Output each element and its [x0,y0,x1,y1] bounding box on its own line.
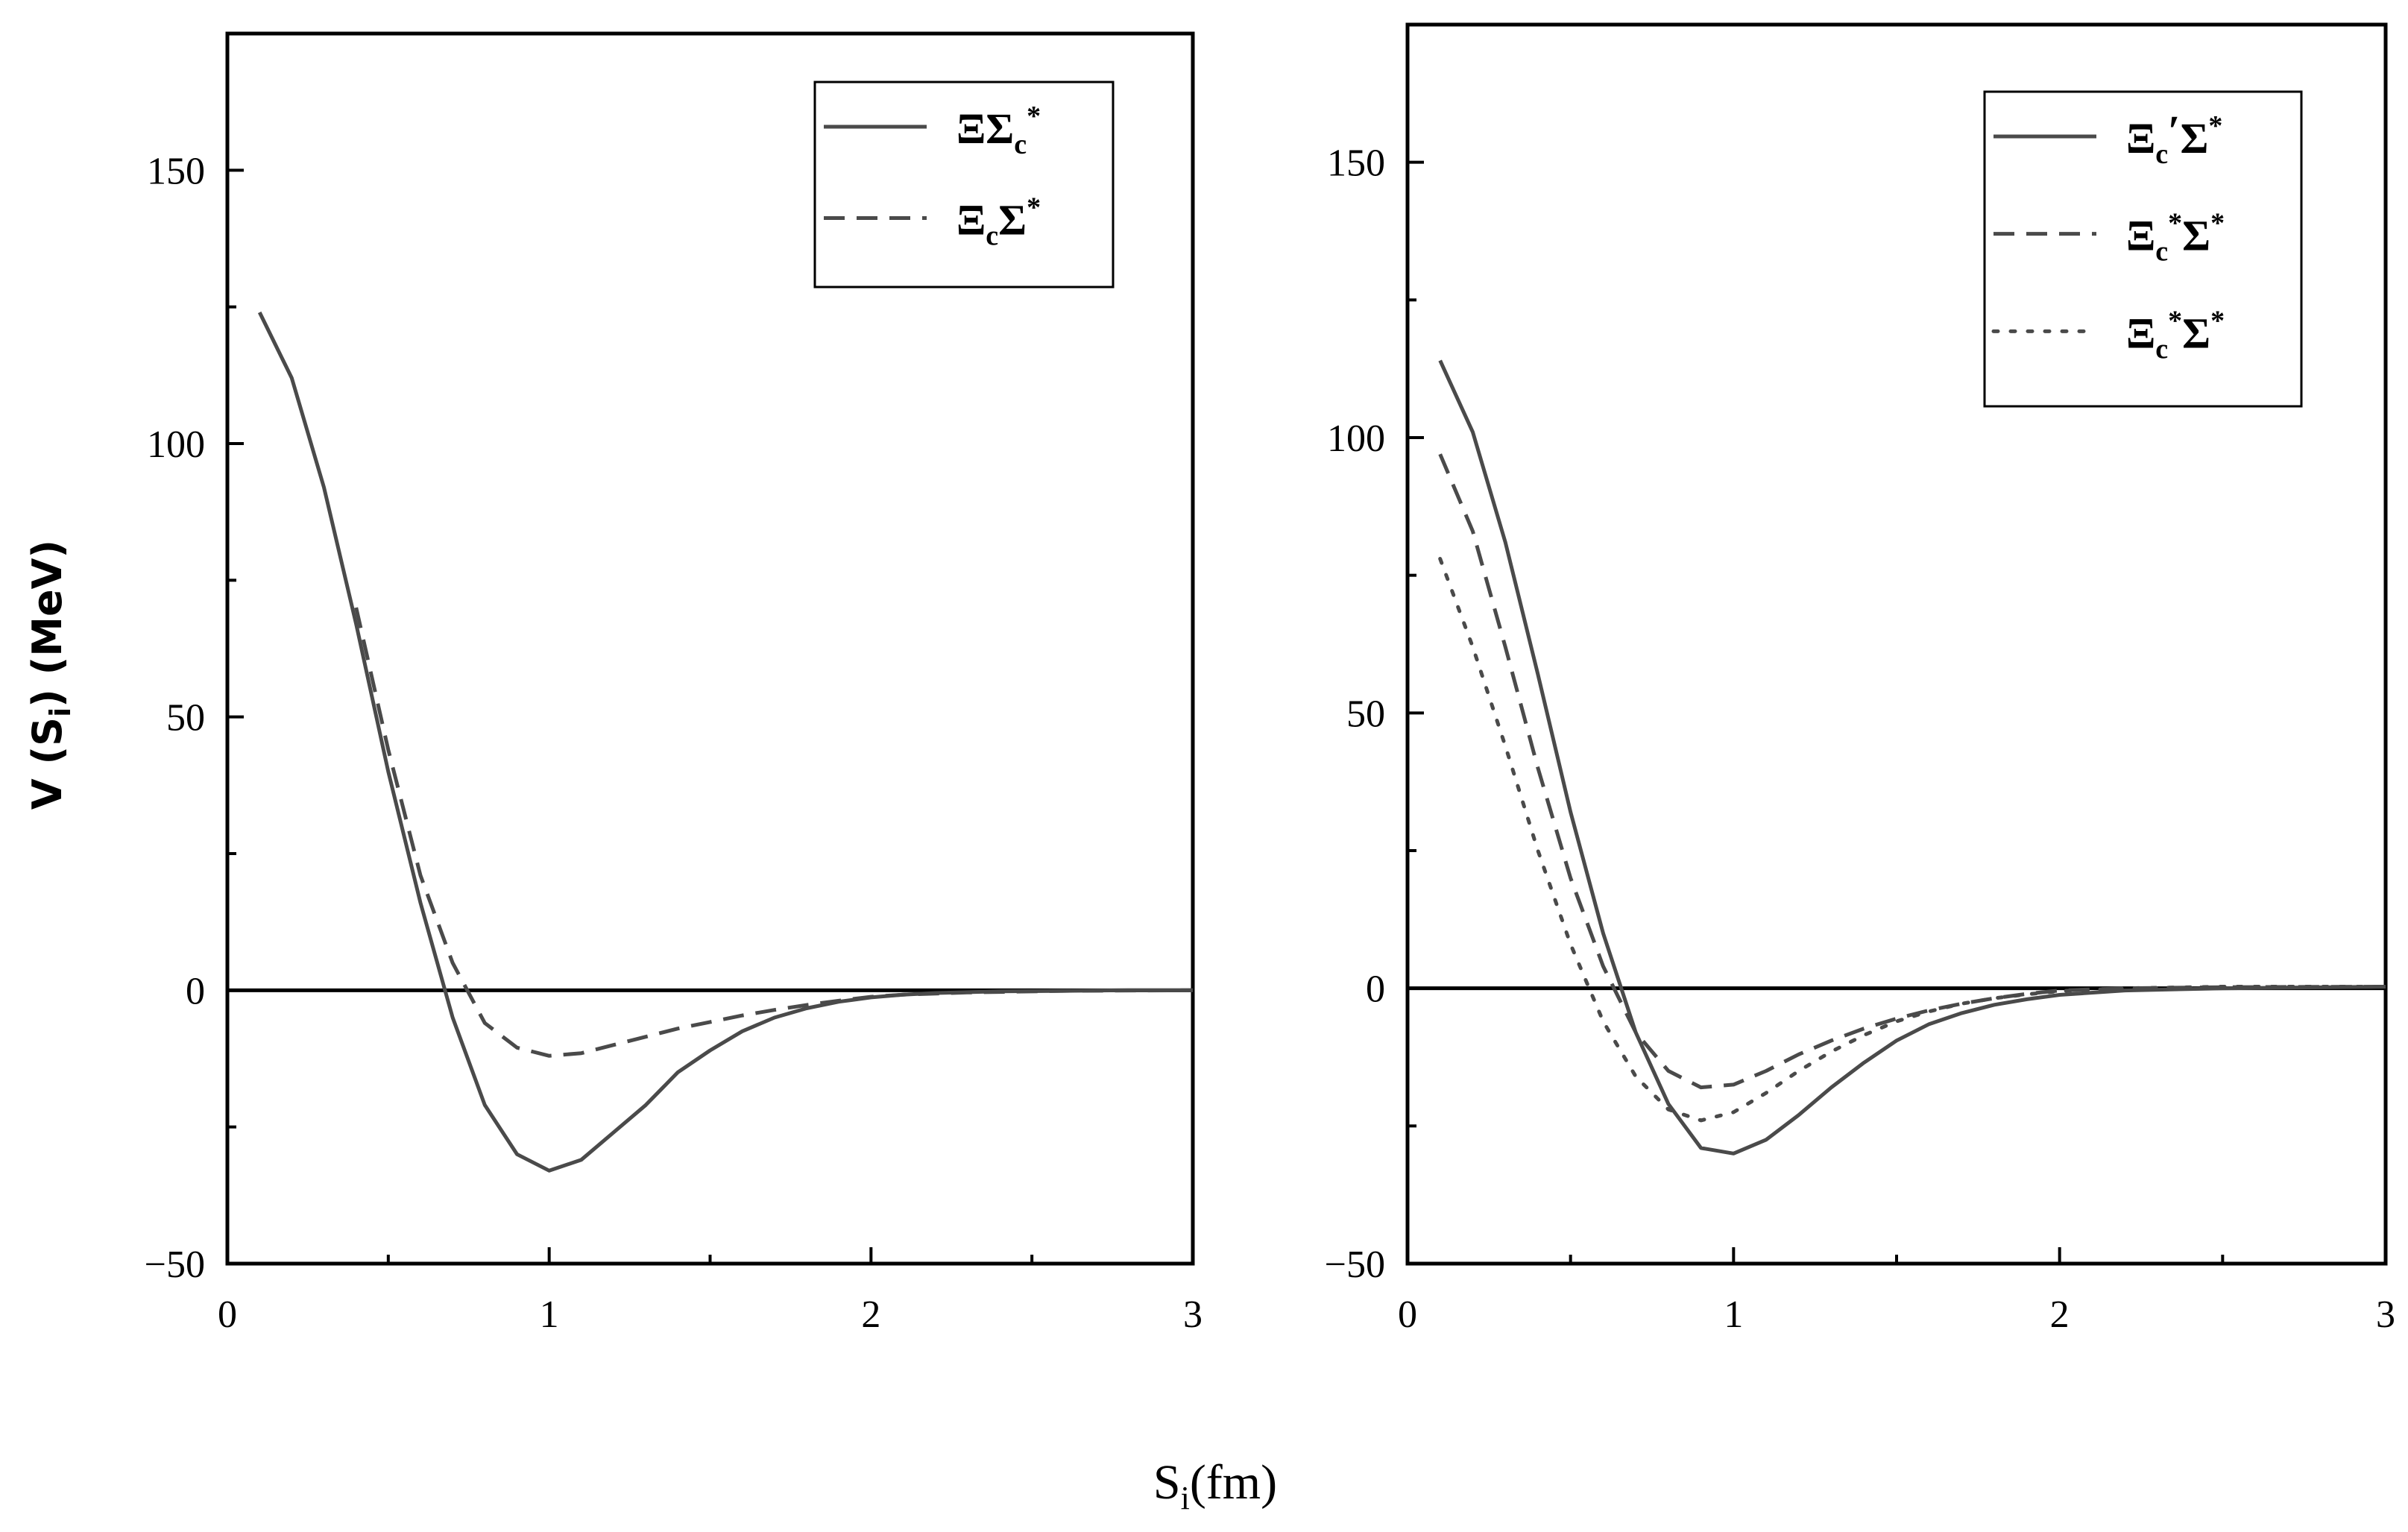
legend-box [1983,90,2303,408]
x-tick-label: 3 [1183,1293,1203,1336]
y-axis-title-subscript: i [44,707,77,717]
y-axis-title-rest: ) (MeV) [24,540,71,707]
legend-symbol: Σ [2180,114,2208,163]
legend-superscript: * [1027,101,1041,132]
legend-subscript: c [2155,333,2168,365]
y-tick-label: −50 [1325,1243,1385,1286]
series-line-dashed [354,607,1194,1058]
y-tick-label: 150 [147,150,205,192]
legend-symbol: Σ [2182,212,2210,260]
legend-symbol: Ξ [2126,114,2155,163]
x-tick-label: 0 [1398,1293,1417,1336]
legend-symbol: Ξ [2126,212,2155,260]
series-line-solid [1438,359,2386,1156]
x-tick-label: 1 [1724,1293,1743,1336]
y-tick-label: 100 [147,423,205,466]
legend-superscript: * [2168,305,2182,336]
series-line-dotted [1438,557,2388,1123]
x-tick-label: 0 [218,1293,237,1336]
y-axis-title: V (Si) (MeV) [24,540,77,810]
legend-label: Ξc′Σ* [2126,107,2222,170]
x-axis-title-subscript: i [1181,1480,1190,1516]
legend-prime: ′ [2168,107,2180,155]
legend-label: ΞcΣ* [956,192,1041,252]
x-axis-title-rest: (fm) [1190,1455,1277,1510]
legend-symbol: Ξ [2126,309,2155,357]
legend-symbol: Σ [2182,309,2210,357]
x-tick-label: 2 [861,1293,880,1336]
x-axis-title: Si(fm) [1153,1455,1277,1516]
legend-symbol: ΞΣ [956,104,1014,153]
y-tick-label: 50 [166,697,205,740]
legend-superscript: * [2210,305,2225,336]
legend-symbol: Σ [998,196,1027,245]
x-tick-label: 2 [2050,1293,2070,1336]
x-axis-title-main: S [1153,1455,1181,1510]
y-axis-title-main: V (S [24,717,71,810]
legend-label: Ξc*Σ* [2126,208,2225,268]
legend-subscript: c [986,221,998,252]
x-tick-label: 3 [2376,1293,2395,1336]
y-tick-label: 100 [1327,417,1385,460]
legend-label: Ξc*Σ* [2126,305,2225,365]
legend-box [813,81,1115,289]
legend-superscript: * [2210,208,2225,239]
y-tick-label: 0 [1366,968,1385,1011]
series-line-dashed [1438,453,2386,1090]
legend-symbol: Ξ [956,196,986,245]
y-tick-label: 0 [186,970,205,1012]
legend-subscript: c [2155,236,2168,268]
legend-subscript: c [2155,139,2168,170]
legend-subscript: c [1014,129,1027,160]
legend-superscript: * [1027,192,1041,224]
legend-label: ΞΣc* [956,101,1041,160]
series-line-solid [257,311,1193,1173]
y-tick-label: 50 [1346,693,1385,735]
y-tick-label: 150 [1327,142,1385,185]
legend-superscript: * [2168,208,2182,239]
x-tick-label: 1 [540,1293,559,1336]
legend-superscript: * [2208,110,2222,142]
y-tick-label: −50 [145,1243,205,1286]
